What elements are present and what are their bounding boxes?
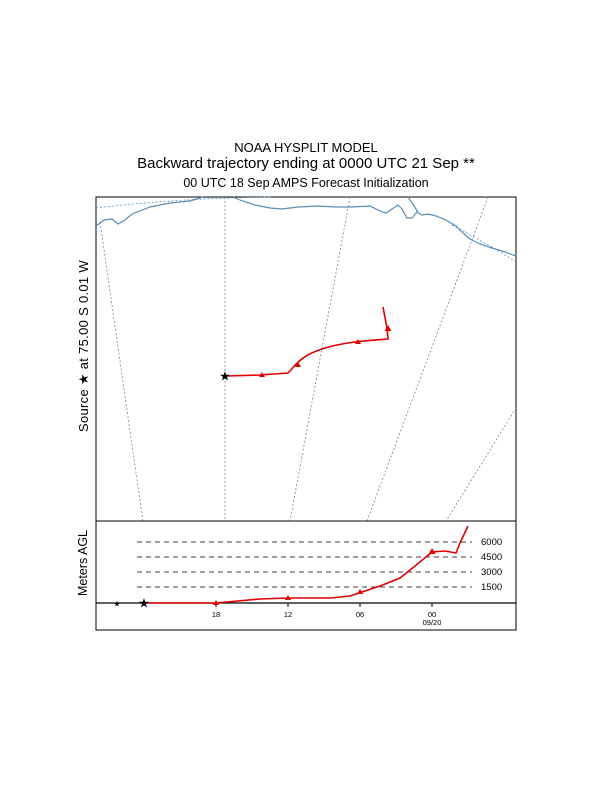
meridian-line xyxy=(366,196,489,522)
height-trajectory-line xyxy=(144,525,469,604)
initialization-subtitle: 00 UTC 18 Sep AMPS Forecast Initializati… xyxy=(183,176,429,190)
vertical-profile-panel: 6000 4500 3000 1500 18 12 06 00 09/20 ★ … xyxy=(95,520,517,631)
height-marker xyxy=(357,589,363,594)
meridian-line xyxy=(99,221,144,522)
time-tick-label: 06 xyxy=(356,610,364,619)
model-title: NOAA HYSPLIT MODEL xyxy=(234,140,378,155)
level-label-3000: 3000 xyxy=(481,567,502,578)
parallel-line xyxy=(95,196,273,209)
trajectory-marker xyxy=(295,362,301,367)
height-marker xyxy=(285,595,291,600)
map-frame xyxy=(95,196,517,522)
time-tick-label: 00 xyxy=(428,610,436,619)
trajectory-marker xyxy=(355,339,361,344)
small-star-icon: ★ xyxy=(113,600,120,609)
level-label-1500: 1500 xyxy=(481,582,502,593)
height-marker xyxy=(213,600,219,605)
map-panel: ★ xyxy=(95,196,517,522)
meridian-line xyxy=(445,407,517,522)
parallel-line xyxy=(451,224,517,263)
level-label-6000: 6000 xyxy=(481,537,502,548)
height-marker xyxy=(428,548,436,554)
meridian-line xyxy=(289,196,351,522)
height-level-lines xyxy=(137,541,472,588)
height-markers xyxy=(213,548,436,605)
coastline xyxy=(95,196,517,257)
source-star-icon: ★ xyxy=(219,370,231,385)
time-tick-label: 18 xyxy=(212,610,220,619)
level-label-4500: 4500 xyxy=(481,552,502,563)
time-tick-label: 12 xyxy=(284,610,292,619)
source-star-icon: ★ xyxy=(138,597,150,612)
profile-frame xyxy=(95,520,517,631)
meridian-lines xyxy=(95,196,517,522)
trajectory-marker xyxy=(259,372,265,377)
trajectory-title: Backward trajectory ending at 0000 UTC 2… xyxy=(137,155,475,172)
trajectory-markers xyxy=(259,325,392,377)
trajectory-line xyxy=(224,306,389,377)
trajectory-marker xyxy=(384,325,392,331)
date-label: 09/20 xyxy=(423,618,442,627)
